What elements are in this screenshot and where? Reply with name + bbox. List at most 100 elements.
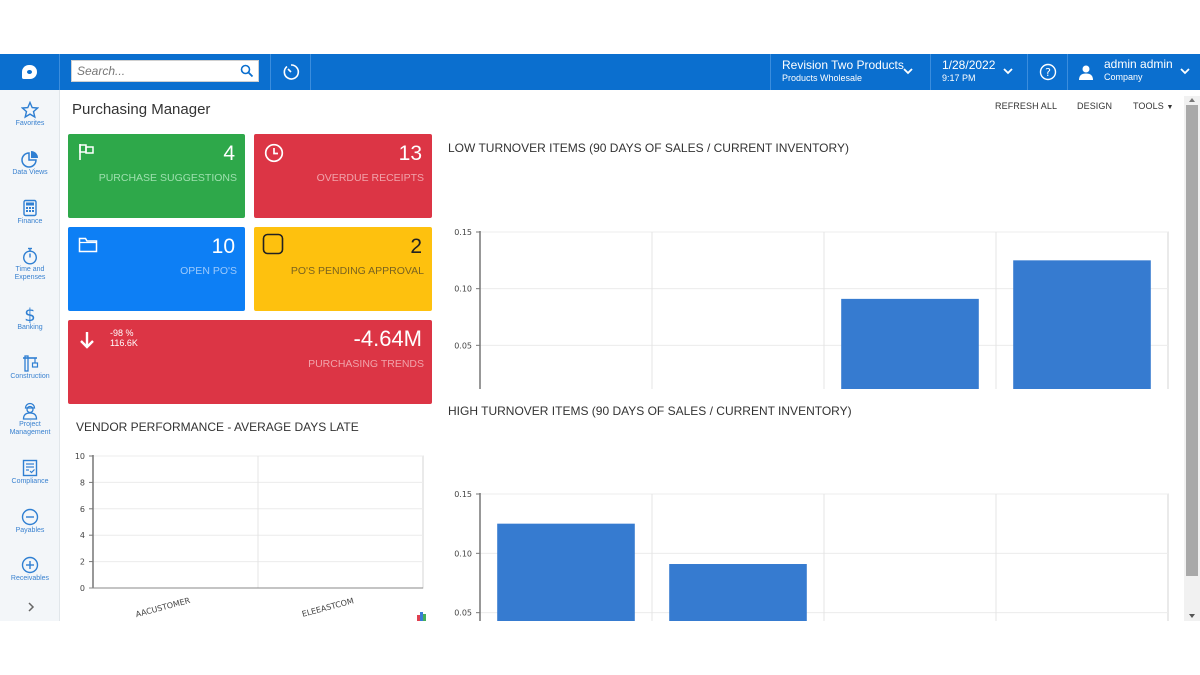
crane-icon: [23, 355, 39, 372]
tools-label: TOOLS: [1133, 101, 1164, 111]
tile-value: 13: [398, 142, 422, 165]
search-input[interactable]: [72, 61, 232, 81]
sidebar: Favorites Data Views Finance Time and Ex…: [0, 90, 60, 621]
y-tick-label: 0.15: [454, 490, 472, 499]
search-icon[interactable]: [240, 64, 254, 78]
history-icon: [283, 64, 299, 80]
plus-circle-icon: [21, 556, 39, 574]
clock-icon: [264, 143, 284, 163]
date-selector[interactable]: 1/28/2022 9:17 PM: [930, 54, 1027, 90]
tools-menu-button[interactable]: TOOLS ▼: [1133, 101, 1174, 111]
x-tick-label: AACUSTOMER: [135, 596, 192, 619]
y-tick-label: 0.10: [454, 549, 472, 558]
low-turnover-chart: 0.000.050.100.15AACOMPUT01AALEGO500IND24…: [454, 228, 1169, 389]
user-name: admin admin: [1104, 57, 1173, 71]
chart-type-icon-bar: [423, 614, 426, 621]
sidebar-item-construction[interactable]: Construction: [0, 354, 60, 381]
tile-value: 2: [410, 235, 422, 258]
svg-text:$: $: [24, 305, 35, 323]
chart-title: HIGH TURNOVER ITEMS (90 DAYS OF SALES / …: [448, 404, 852, 418]
search-box[interactable]: [71, 60, 259, 82]
scroll-up-icon[interactable]: [1188, 97, 1196, 103]
bar: [841, 298, 979, 389]
chevron-down-icon: [903, 68, 913, 75]
app-logo[interactable]: [0, 54, 60, 90]
tile-caption: PURCHASING TRENDS: [308, 358, 424, 370]
checklist-icon: [22, 459, 38, 477]
scroll-down-icon[interactable]: [1188, 613, 1196, 619]
calculator-icon: [23, 199, 37, 217]
worker-icon: [22, 402, 38, 420]
high-turnover-chart: 0.000.050.100.15: [454, 490, 1169, 621]
pie-chart-icon: [21, 151, 38, 168]
chart-type-icon[interactable]: [417, 612, 426, 621]
y-tick-label: 6: [80, 505, 85, 514]
sidebar-item-finance[interactable]: Finance: [0, 199, 60, 226]
chart-title: VENDOR PERFORMANCE - AVERAGE DAYS LATE: [76, 420, 359, 434]
y-tick-label: 0: [80, 584, 85, 593]
design-button[interactable]: DESIGN: [1077, 101, 1113, 111]
sidebar-item-favorites[interactable]: Favorites: [0, 101, 60, 128]
y-tick-label: 10: [75, 452, 85, 461]
business-date: 1/28/2022: [942, 58, 996, 72]
pos-pending-approval-tile[interactable]: 2 PO'S PENDING APPROVAL: [254, 227, 432, 311]
y-tick-label: 4: [80, 531, 85, 540]
help-button[interactable]: ?: [1027, 54, 1067, 90]
sidebar-item-project-management[interactable]: Project Management: [0, 402, 60, 437]
y-tick-label: 2: [80, 558, 85, 567]
dollar-icon: $: [24, 305, 35, 323]
refresh-all-button[interactable]: REFRESH ALL: [995, 101, 1058, 111]
page-title: Purchasing Manager: [72, 101, 211, 118]
arrow-down-icon: [80, 332, 94, 349]
chevron-down-icon: [1003, 68, 1013, 75]
y-tick-label: 0.05: [454, 341, 472, 350]
tile-caption: OPEN PO'S: [180, 265, 237, 277]
branch-name: Products Wholesale: [782, 73, 863, 83]
company-selector[interactable]: Revision Two Products Products Wholesale: [770, 54, 930, 90]
user-company: Company: [1104, 72, 1143, 82]
scrollbar-thumb[interactable]: [1186, 105, 1198, 576]
purchase-suggestions-tile[interactable]: 4 PURCHASE SUGGESTIONS: [68, 134, 245, 218]
tile-value: 4: [223, 142, 235, 165]
top-bar: Revision Two Products Products Wholesale…: [0, 54, 1200, 90]
sidebar-item-data-views[interactable]: Data Views: [0, 150, 60, 177]
sidebar-item-time-and-expenses[interactable]: Time and Expenses: [0, 247, 60, 282]
overdue-receipts-tile[interactable]: 13 OVERDUE RECEIPTS: [254, 134, 432, 218]
chevron-right-icon[interactable]: [26, 601, 36, 613]
bar: [669, 564, 807, 621]
sidebar-item-payables[interactable]: Payables: [0, 508, 60, 535]
caret-down-icon: ▼: [1166, 104, 1174, 111]
user-menu[interactable]: admin admin Company: [1067, 54, 1200, 90]
x-tick-label: ELEEASTCOM: [301, 596, 355, 619]
trend-value: -4.64M: [353, 326, 422, 351]
app-window: Revision Two Products Products Wholesale…: [0, 54, 1200, 621]
help-icon: ?: [1039, 63, 1057, 81]
flag-icon: [79, 144, 94, 160]
y-tick-label: 0.15: [454, 228, 472, 237]
star-icon: [21, 101, 39, 119]
logo-icon: [22, 65, 37, 79]
tile-caption: PO'S PENDING APPROVAL: [290, 265, 424, 277]
bar: [497, 523, 635, 621]
sidebar-item-banking[interactable]: $ Banking: [17, 305, 43, 331]
recent-history-button[interactable]: [270, 54, 311, 90]
y-tick-label: 8: [80, 478, 85, 487]
y-tick-label: 0.10: [454, 285, 472, 294]
minus-circle-icon: [21, 508, 39, 526]
vendor-performance-chart: 0 2 4 6 8 10 AACUSTOMER ELEEASTCOM: [75, 452, 426, 621]
tile-caption: PURCHASE SUGGESTIONS: [98, 172, 237, 184]
sidebar-item-compliance[interactable]: Compliance: [0, 459, 60, 486]
open-pos-tile[interactable]: 10 OPEN PO'S: [68, 227, 245, 311]
company-name: Revision Two Products: [782, 58, 904, 72]
square-icon: [262, 233, 284, 255]
chart-type-icon-bar: [417, 615, 420, 621]
chart-type-icon-bar: [420, 612, 423, 621]
chevron-down-icon: [1180, 68, 1190, 75]
purchasing-trends-tile[interactable]: -98 % 116.6K -4.64M PURCHASING TRENDS: [68, 320, 432, 404]
tile-caption: OVERDUE RECEIPTS: [316, 172, 424, 184]
svg-text:?: ?: [1045, 66, 1051, 79]
chart-title: LOW TURNOVER ITEMS (90 DAYS OF SALES / C…: [448, 141, 849, 155]
bar: [1013, 260, 1151, 389]
stopwatch-icon: [22, 247, 38, 265]
sidebar-item-receivables[interactable]: Receivables: [0, 556, 60, 583]
